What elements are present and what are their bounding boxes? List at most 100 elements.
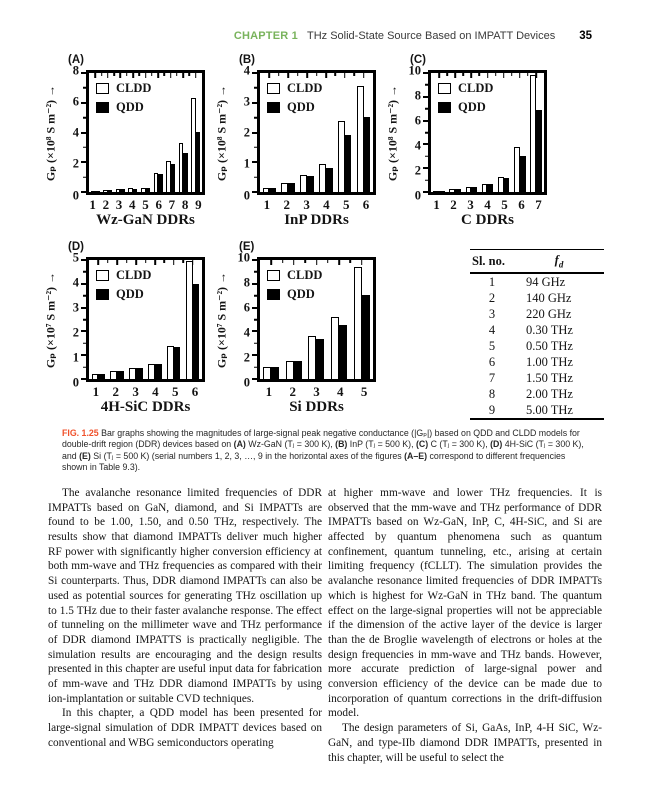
bar-qdd-7 <box>535 109 542 192</box>
x-tick-label: 4 <box>129 197 136 212</box>
bar-qdd-4 <box>487 184 494 192</box>
y-minor-tick-mark <box>83 366 86 368</box>
table-cell: 7 <box>488 370 496 385</box>
y-tick-mark <box>81 282 86 285</box>
y-tick-label: 3 <box>243 94 250 108</box>
y-minor-tick-mark <box>83 271 86 273</box>
x-tick-label: 3 <box>303 197 310 212</box>
y-axis-ticks: 0 2 4 6 8 <box>59 64 86 201</box>
bar-cldd-5 <box>166 345 174 379</box>
table-row: 4 0.30 THz <box>470 322 604 338</box>
top-minor-tick-mark <box>138 73 141 76</box>
y-tick-mark <box>252 259 257 261</box>
bar-group-6 <box>152 73 165 192</box>
top-tick-mark <box>486 73 489 78</box>
cldd-swatch-icon <box>96 83 109 94</box>
x-tick-label: 3 <box>467 197 474 212</box>
top-tick-mark <box>343 73 346 78</box>
top-tick-mark <box>287 73 290 78</box>
bar-group-8 <box>177 73 190 192</box>
x-tick-label: 7 <box>535 197 542 212</box>
top-tick-mark <box>362 73 365 78</box>
bar-group-3 <box>114 73 127 192</box>
bar-group-5 <box>139 73 152 192</box>
x-tick-label: 4 <box>152 384 159 399</box>
bar-cldd-4 <box>319 164 326 192</box>
y-tick-label: 8 <box>72 62 79 77</box>
top-minor-tick-mark <box>281 260 284 263</box>
y-tick-label: 2 <box>243 125 250 140</box>
top-minor-tick-mark <box>446 73 448 76</box>
panel-label-b: (B) <box>239 54 255 66</box>
top-minor-tick-mark <box>182 260 184 263</box>
right-column: at higher mm-wave and lower THz frequenc… <box>328 486 602 765</box>
y-tick-label: 4 <box>414 137 421 152</box>
y-tick-mark <box>423 143 428 146</box>
y-tick-label: 0 <box>72 374 79 389</box>
caption-text: InP (Tⱼ = 500 K), <box>347 439 416 450</box>
frequency-table-block: Sl. no. fd 1 94 GHz 2 140 GHz 3 220 GHz 4 0.30 … <box>470 249 604 420</box>
table-row: 2 140 GHz <box>470 290 604 306</box>
top-tick-mark <box>470 73 473 78</box>
bar-cldd-4 <box>481 184 488 192</box>
top-minor-tick-mark <box>296 73 299 76</box>
x-tick-label: 5 <box>171 384 179 399</box>
y-minor-tick-mark <box>83 146 86 149</box>
y-axis-ticks: 0 2 4 6 8 10 <box>230 251 257 388</box>
caption-text: Bar graphs showing the magnitudes of lar… <box>62 427 580 450</box>
bar-group-2 <box>108 260 127 379</box>
table-row: 9 5.00 THz <box>470 402 604 419</box>
y-tick-label: 0 <box>243 374 250 389</box>
top-minor-tick-mark <box>144 260 147 263</box>
table-header-slno: Sl. no. <box>470 249 514 274</box>
top-minor-tick-mark <box>278 73 280 76</box>
y-axis-label: Gₚ (×10⁷ S m⁻²) → <box>214 271 228 368</box>
table-cell: 4 <box>488 322 496 337</box>
x-tick-label: 5 <box>501 197 508 212</box>
legend-label-qdd: QDD <box>287 100 315 114</box>
x-tick-label: 2 <box>112 384 119 399</box>
x-tick-label: 1 <box>265 384 273 399</box>
top-minor-tick-mark <box>462 73 465 76</box>
y-tick-mark <box>252 191 257 193</box>
y-tick-label: 2 <box>243 349 250 364</box>
bar-group-5 <box>335 73 354 192</box>
table-header-fd: fd <box>514 249 604 274</box>
paragraph: The avalanche resonance limited frequenc… <box>48 486 322 705</box>
chapter-label: CHAPTER 1 <box>233 30 298 42</box>
y-minor-tick-mark <box>425 107 428 110</box>
bar-qdd-2 <box>288 183 295 192</box>
y-tick-label: 2 <box>414 162 421 177</box>
legend-label-qdd: QDD <box>287 287 315 301</box>
y-tick-label: 6 <box>72 94 79 108</box>
y-tick-label: 0 <box>414 187 421 202</box>
bar-qdd-5 <box>145 188 151 192</box>
x-axis-labels: 1 2 3 4 5 <box>257 382 376 399</box>
bar-qdd-6 <box>192 283 200 379</box>
y-minor-tick-mark <box>425 131 428 134</box>
top-tick-mark <box>360 260 363 265</box>
top-tick-mark <box>154 260 156 265</box>
top-tick-mark <box>191 260 194 265</box>
y-minor-tick-mark <box>254 294 257 297</box>
page-number: 35 <box>579 30 592 42</box>
caption-text: 4H-SiC (Tⱼ = 300 K), and <box>62 439 584 461</box>
y-minor-tick-mark <box>254 87 257 89</box>
y-tick-mark <box>252 354 257 357</box>
top-tick-mark <box>157 73 159 78</box>
y-tick-label: 4 <box>72 274 79 289</box>
x-tick-label: 3 <box>313 384 320 399</box>
top-tick-mark <box>144 73 147 78</box>
top-minor-tick-mark <box>125 73 128 76</box>
bar-qdd-4 <box>325 168 333 192</box>
table-cell: 0.30 THz <box>526 322 573 337</box>
legend-label-cldd: CLDD <box>458 81 494 95</box>
bar-cldd-5 <box>337 120 345 192</box>
bar-qdd-6 <box>158 174 163 192</box>
cldd-swatch-icon <box>438 83 451 94</box>
bar-group-6 <box>354 73 373 192</box>
